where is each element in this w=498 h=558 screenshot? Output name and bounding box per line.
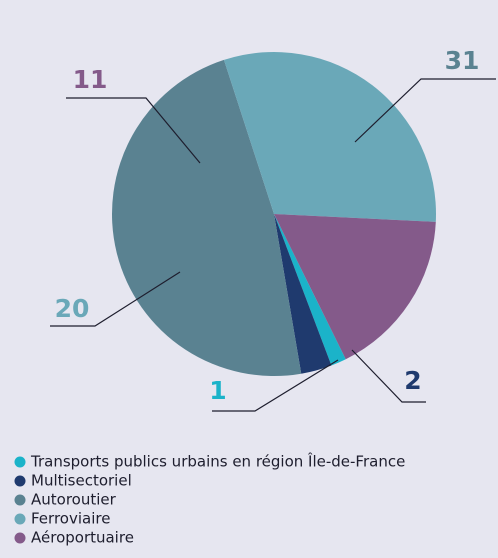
pie-slice xyxy=(274,214,436,360)
pie-slice xyxy=(223,52,436,222)
legend-marker xyxy=(14,532,26,544)
leader-line xyxy=(351,349,426,403)
legend-label: Ferroviaire xyxy=(31,510,110,528)
data-label: 1 xyxy=(209,376,226,405)
data-label: 2 xyxy=(404,366,421,395)
leader-line xyxy=(354,78,496,143)
legend-label: Transports publics urbains en région Île… xyxy=(30,452,405,471)
data-label: 11 xyxy=(73,65,108,94)
pie-slice xyxy=(112,59,302,377)
legend-marker xyxy=(14,475,26,487)
legend-label: Aéroportuaire xyxy=(31,529,134,547)
data-label: 20 xyxy=(55,294,90,323)
legend-marker xyxy=(14,456,26,468)
legend-marker xyxy=(14,513,26,525)
data-label: 31 xyxy=(445,46,480,75)
legend-marker xyxy=(14,494,26,506)
pie-slice xyxy=(274,214,346,366)
legend-label: Multisectoriel xyxy=(31,472,132,490)
leader-line xyxy=(50,271,181,327)
leader-line xyxy=(212,359,339,412)
legend-label: Autoroutier xyxy=(31,491,117,509)
pie-slice xyxy=(274,214,332,374)
leader-line xyxy=(66,97,201,164)
